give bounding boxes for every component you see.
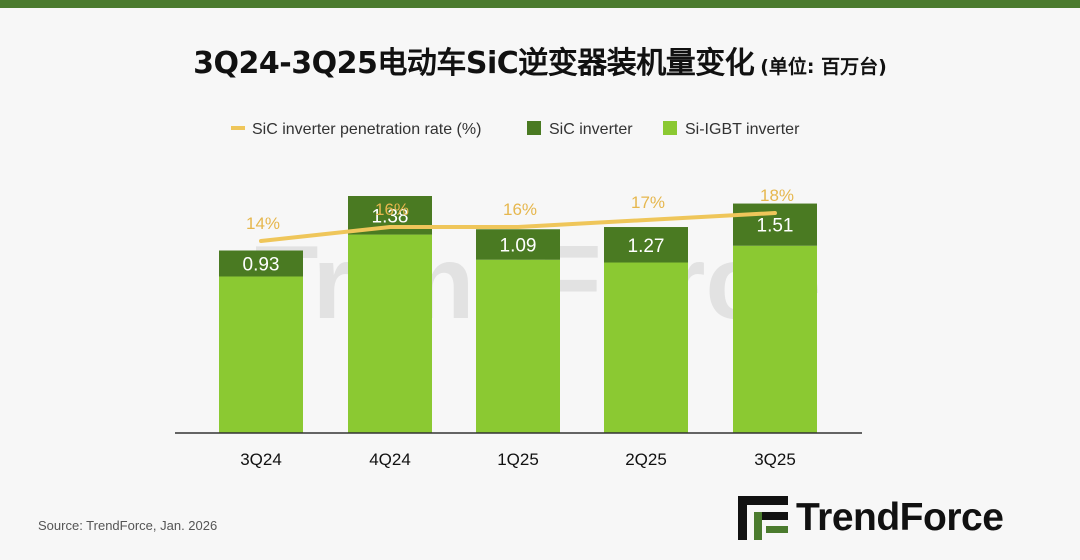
bar-label-sic-2Q25: 1.27	[628, 236, 665, 257]
bar-igbt-3Q25	[733, 245, 817, 433]
bar-sic-2Q25	[604, 227, 688, 263]
line-label-3Q24: 14%	[246, 214, 280, 233]
x-tick-label-4Q24: 4Q24	[369, 450, 411, 469]
chart-title-text: 3Q24-3Q25电动车SiC逆变器装机量变化	[193, 46, 755, 81]
trendforce-logo-icon	[738, 496, 788, 540]
brand-name: TrendForce	[796, 496, 1004, 539]
bar-label-sic-1Q25: 1.09	[500, 235, 537, 256]
x-tick-label-3Q25: 3Q25	[754, 450, 796, 469]
x-tick-label-3Q24: 3Q24	[240, 450, 282, 469]
bar-igbt-2Q25	[604, 262, 688, 433]
line-label-1Q25: 16%	[503, 200, 537, 219]
bar-sic-3Q24	[219, 250, 303, 277]
legend-label-igbt: Si-IGBT inverter	[685, 121, 800, 138]
x-tick-label-1Q25: 1Q25	[497, 450, 539, 469]
bar-label-sic-3Q24: 0.93	[243, 254, 280, 275]
legend-label-penetration: SiC inverter penetration rate (%)	[252, 121, 481, 138]
line-label-4Q24: 16%	[375, 200, 409, 219]
bar-sic-1Q25	[476, 229, 560, 260]
line-label-2Q25: 17%	[631, 193, 665, 212]
penetration-rate-line	[259, 211, 777, 243]
legend-swatch-igbt	[663, 121, 677, 135]
bar-igbt-1Q25	[476, 259, 560, 433]
source-note: Source: TrendForce, Jan. 2026	[38, 518, 218, 533]
bar-igbt-4Q24	[348, 234, 432, 433]
top-accent-bar	[0, 0, 1080, 8]
legend-label-sic: SiC inverter	[549, 121, 633, 138]
x-tick-label-2Q25: 2Q25	[625, 450, 667, 469]
line-label-3Q25: 18%	[760, 186, 794, 205]
bar-sic-3Q25	[733, 203, 817, 246]
chart-title: 3Q24-3Q25电动车SiC逆变器装机量变化 (单位: 百万台)	[0, 38, 1080, 82]
chart-unit-label: (单位: 百万台)	[760, 56, 887, 78]
bar-igbt-3Q24	[219, 276, 303, 433]
bar-label-sic-3Q25: 1.51	[757, 216, 794, 237]
legend-swatch-sic	[527, 121, 541, 135]
bar-label-sic-4Q24: 1.38	[372, 206, 409, 227]
